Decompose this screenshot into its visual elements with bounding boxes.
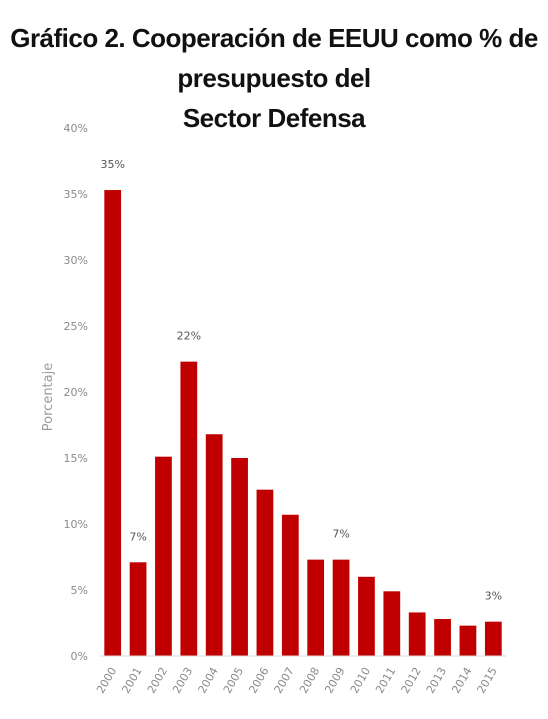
bar-2008 — [307, 559, 325, 656]
y-tick-label: 15% — [64, 452, 88, 465]
bar-2014 — [459, 625, 477, 656]
data-label: 22% — [177, 330, 201, 343]
x-tick-label: 2007 — [272, 665, 297, 696]
x-tick-label: 2002 — [145, 665, 170, 696]
bars — [104, 190, 502, 657]
y-tick-label: 40% — [64, 122, 88, 135]
x-tick-label: 2011 — [373, 665, 398, 696]
data-label: 35% — [100, 158, 124, 171]
bar-2012 — [408, 612, 426, 656]
bar-2006 — [256, 489, 274, 656]
y-tick-label: 0% — [71, 650, 88, 663]
y-tick-label: 35% — [64, 188, 88, 201]
y-tick-label: 30% — [64, 254, 88, 267]
y-axis: 0% 5% 10% 15% 20% 25% 30% 35% 40% — [64, 122, 88, 663]
bar-2004 — [205, 434, 223, 656]
x-tick-label: 2000 — [94, 665, 119, 696]
y-tick-label: 10% — [64, 518, 88, 531]
x-axis: 2000 2001 2002 2003 2004 2005 2006 2007 2008 2009… — [94, 655, 506, 696]
x-tick-label: 2008 — [297, 665, 322, 696]
x-tick-label: 2004 — [196, 665, 221, 696]
x-tick-label: 2013 — [424, 665, 449, 696]
x-tick-label: 2003 — [170, 665, 195, 696]
bar-2007 — [281, 514, 299, 656]
bar-2013 — [434, 619, 451, 656]
bar-2015 — [484, 621, 502, 656]
bar-2011 — [383, 591, 401, 656]
x-tick-label: 2014 — [449, 665, 474, 696]
bar-2002 — [155, 456, 172, 656]
x-tick-label: 2015 — [475, 665, 500, 696]
bar-2001 — [129, 562, 147, 656]
y-tick-label: 25% — [64, 320, 88, 333]
data-label: 3% — [485, 590, 502, 603]
chart-title-line-1: Gráfico 2. Cooperación de EEUU como % de… — [10, 23, 538, 93]
x-tick-label: 2009 — [322, 665, 347, 696]
bar-2010 — [358, 576, 375, 656]
y-tick-label: 5% — [71, 584, 88, 597]
data-label: 7% — [129, 530, 146, 543]
x-tick-label: 2006 — [246, 665, 271, 696]
chart-title: Gráfico 2. Cooperación de EEUU como % de… — [0, 18, 548, 138]
data-labels: 35% 7% 22% 7% 3% — [100, 158, 502, 603]
x-tick-label: 2012 — [399, 665, 424, 696]
chart-title-line-2: Sector Defensa — [182, 103, 366, 133]
y-axis-label: Porcentaje — [41, 363, 56, 431]
bar-2009 — [332, 559, 350, 656]
bar-2003 — [180, 361, 198, 656]
x-tick-label: 2001 — [119, 665, 144, 696]
bar-2005 — [231, 458, 248, 656]
y-tick-label: 20% — [64, 386, 88, 399]
x-tick-label: 2005 — [221, 665, 246, 696]
data-label: 7% — [332, 528, 349, 541]
x-tick-label: 2010 — [348, 665, 373, 696]
bar-2000 — [104, 190, 122, 657]
